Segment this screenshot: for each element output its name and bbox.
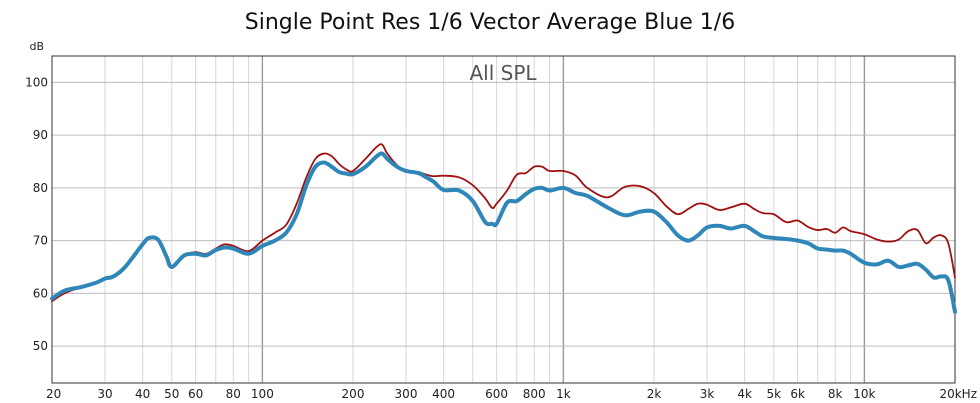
- x-tick-label: 2k: [647, 387, 662, 401]
- x-tick-label: 100: [251, 387, 274, 401]
- x-tick-label: 60: [188, 387, 203, 401]
- chart-title: Single Point Res 1/6 Vector Average Blue…: [245, 10, 735, 35]
- y-axis-unit: dB: [29, 40, 44, 53]
- x-tick-label: 20kHz: [939, 387, 977, 401]
- x-tick-label: 5k: [766, 387, 781, 401]
- plot-area: [52, 56, 955, 383]
- x-tick-label: 300: [395, 387, 418, 401]
- plot-frame: [51, 55, 956, 384]
- y-tick-label: 50: [33, 339, 48, 353]
- x-tick-label: 20: [46, 387, 61, 401]
- x-tick-label: 10k: [853, 387, 875, 401]
- chart-annotation: All SPL: [469, 61, 537, 85]
- x-tick-label: 200: [342, 387, 365, 401]
- x-tick-label: 50: [164, 387, 179, 401]
- x-axis-tick-labels: 20 30 40 50 60 80 100 200 300 400 600 800 1k 2k 3k 4k 5k…: [46, 387, 977, 401]
- major-gridlines: [52, 56, 955, 383]
- y-tick-label: 80: [33, 181, 48, 195]
- series-layer: [50, 143, 957, 314]
- x-tick-label: 30: [97, 387, 112, 401]
- x-tick-label: 6k: [790, 387, 805, 401]
- x-tick-label: 4k: [737, 387, 752, 401]
- x-tick-label: 800: [523, 387, 546, 401]
- x-tick-label: 400: [432, 387, 455, 401]
- x-tick-label: 3k: [700, 387, 715, 401]
- y-tick-label: 70: [33, 234, 48, 248]
- y-tick-label: 60: [33, 286, 48, 300]
- x-tick-label: 40: [135, 387, 150, 401]
- x-tick-label: 80: [226, 387, 241, 401]
- x-tick-label: 8k: [828, 387, 843, 401]
- x-tick-label: 1k: [556, 387, 571, 401]
- y-axis-tick-labels: 50 60 70 80 90 100: [25, 75, 48, 353]
- y-tick-label: 90: [33, 128, 48, 142]
- series-line-blue: [50, 151, 957, 314]
- y-tick-label: 100: [25, 75, 48, 89]
- x-tick-label: 600: [485, 387, 508, 401]
